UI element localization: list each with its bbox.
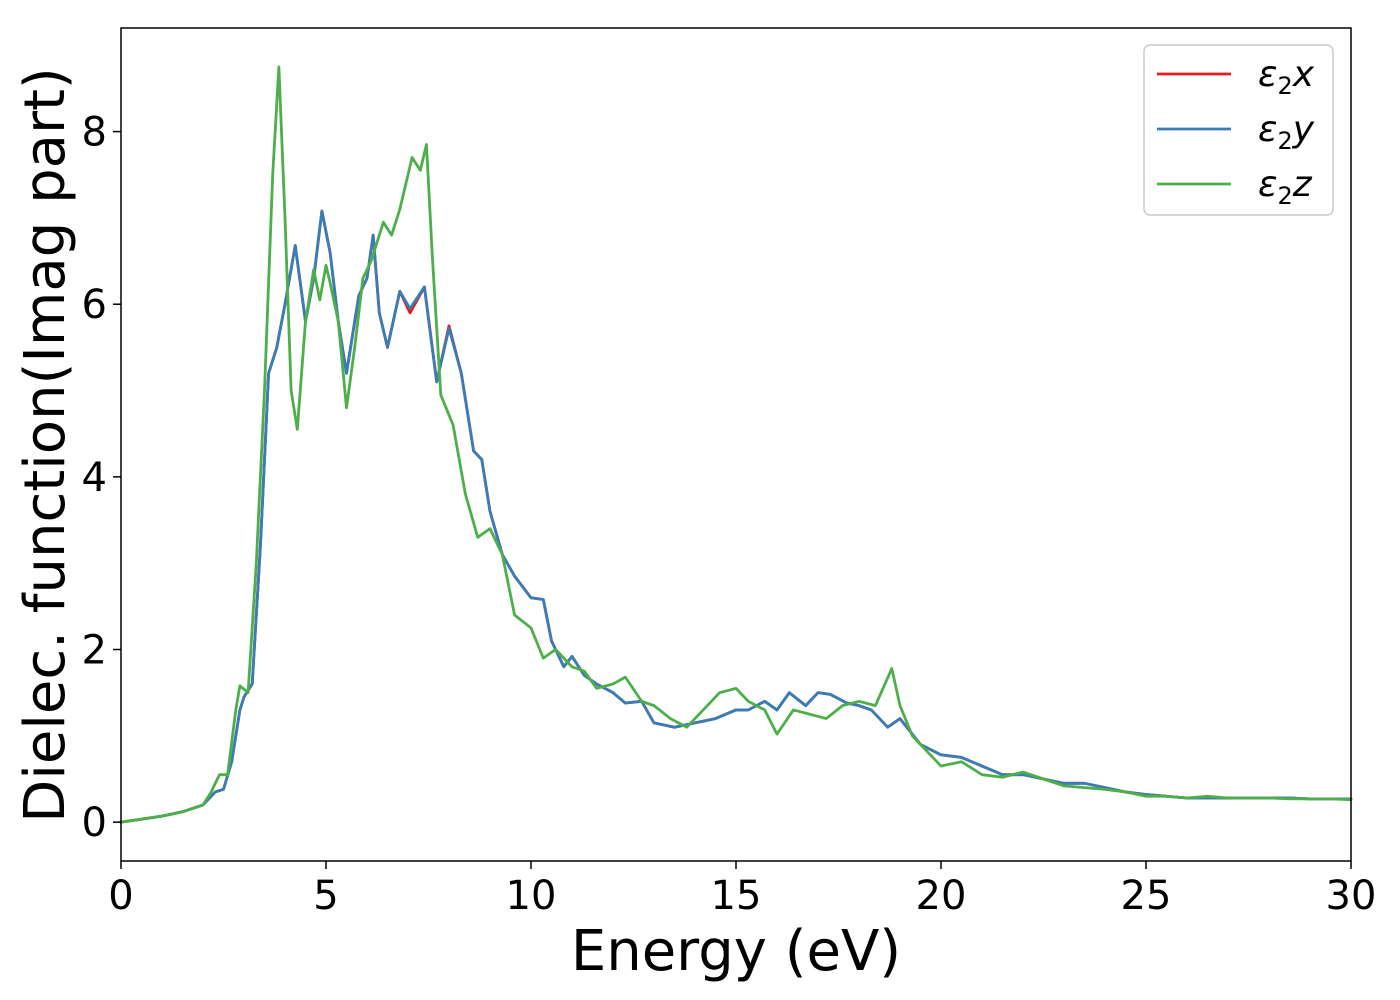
x-axis: 0 5 10 15 20 25 30	[108, 861, 1376, 919]
legend-label-sub: 2	[1277, 127, 1292, 155]
y-axis-label: Dielec. function(Imag part)	[13, 67, 78, 823]
x-tick-label: 15	[711, 873, 762, 919]
legend-label-suffix: z	[1292, 164, 1313, 205]
series-line-y	[119, 209, 1353, 824]
legend-label-sub: 2	[1277, 182, 1292, 210]
series-layer	[119, 65, 1353, 824]
x-tick-label: 0	[108, 873, 133, 919]
legend-label-y: ε2y	[1258, 109, 1315, 155]
legend-label-x: ε2x	[1258, 54, 1315, 100]
y-tick-label: 2	[82, 628, 107, 674]
x-tick-label: 10	[506, 873, 557, 919]
legend-box	[1143, 44, 1334, 216]
legend-label-sub: 2	[1277, 72, 1292, 100]
legend-label-base: ε	[1258, 109, 1277, 150]
x-tick-label: 20	[916, 873, 967, 919]
y-tick-label: 4	[82, 455, 107, 501]
legend-label-z: ε2z	[1258, 164, 1313, 210]
y-tick-label: 0	[82, 800, 107, 846]
x-axis-label: Energy (eV)	[571, 919, 901, 984]
legend-label-suffix: x	[1292, 54, 1315, 95]
legend-label-base: ε	[1258, 54, 1277, 95]
y-axis: 0 2 4 6 8	[82, 110, 121, 846]
x-tick-label: 5	[313, 873, 338, 919]
legend-label-base: ε	[1258, 164, 1277, 205]
y-tick-label: 8	[82, 110, 107, 156]
y-tick-label: 6	[82, 282, 107, 328]
series-line-z	[119, 65, 1353, 824]
x-tick-label: 25	[1121, 873, 1172, 919]
legend-label-suffix: y	[1292, 109, 1315, 150]
x-tick-label: 30	[1326, 873, 1377, 919]
